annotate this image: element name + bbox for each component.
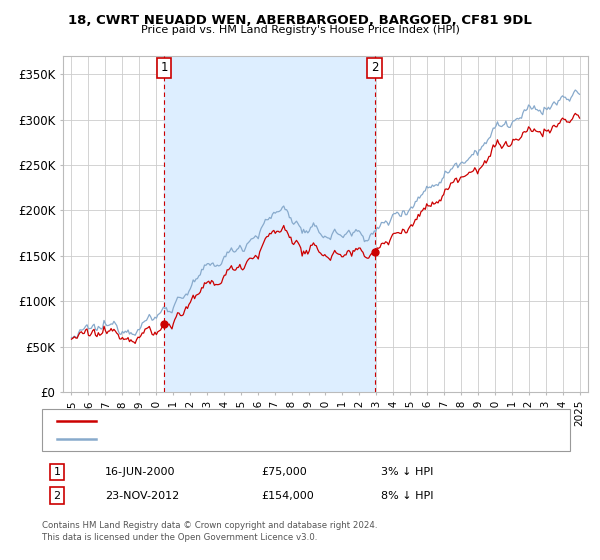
Text: £75,000: £75,000: [261, 467, 307, 477]
Text: 1: 1: [160, 61, 167, 74]
Text: 18, CWRT NEUADD WEN, ABERBARGOED, BARGOED, CF81 9DL (detached house): 18, CWRT NEUADD WEN, ABERBARGOED, BARGOE…: [102, 416, 508, 426]
Text: 3% ↓ HPI: 3% ↓ HPI: [381, 467, 433, 477]
Text: 2: 2: [53, 491, 61, 501]
Text: Price paid vs. HM Land Registry's House Price Index (HPI): Price paid vs. HM Land Registry's House …: [140, 25, 460, 35]
Text: 16-JUN-2000: 16-JUN-2000: [105, 467, 176, 477]
Text: £154,000: £154,000: [261, 491, 314, 501]
Text: 18, CWRT NEUADD WEN, ABERBARGOED, BARGOED, CF81 9DL: 18, CWRT NEUADD WEN, ABERBARGOED, BARGOE…: [68, 14, 532, 27]
Text: 8% ↓ HPI: 8% ↓ HPI: [381, 491, 433, 501]
Text: HPI: Average price, detached house, Caerphilly: HPI: Average price, detached house, Caer…: [102, 434, 337, 444]
Text: 1: 1: [53, 467, 61, 477]
Text: 23-NOV-2012: 23-NOV-2012: [105, 491, 179, 501]
Text: Contains HM Land Registry data © Crown copyright and database right 2024.: Contains HM Land Registry data © Crown c…: [42, 521, 377, 530]
Bar: [164, 56, 374, 392]
Text: 2: 2: [371, 61, 379, 74]
Text: This data is licensed under the Open Government Licence v3.0.: This data is licensed under the Open Gov…: [42, 533, 317, 542]
